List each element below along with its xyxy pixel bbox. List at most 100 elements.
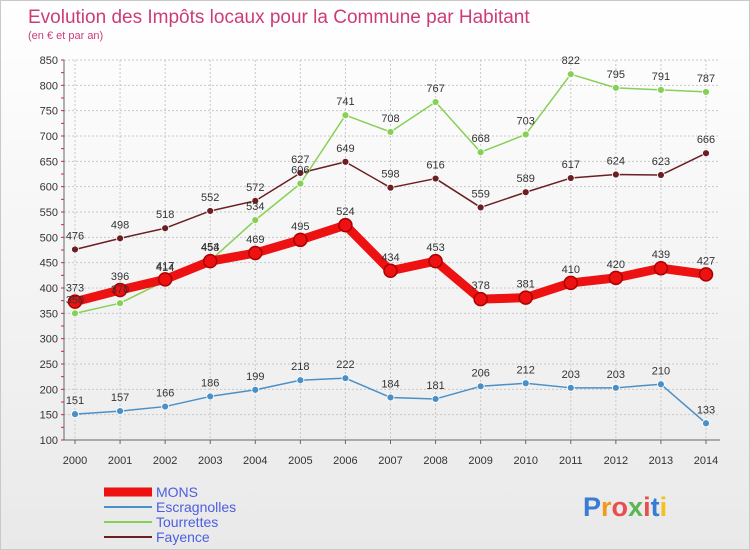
- data-point-escragnolles: [566, 383, 575, 392]
- data-point-fayence: [296, 169, 305, 177]
- x-tick-label: 2010: [513, 455, 537, 467]
- data-point-mons: [653, 260, 669, 276]
- data-point-escragnolles: [161, 402, 170, 411]
- data-point-mons: [293, 232, 308, 248]
- data-label-fayence: 627: [291, 154, 309, 166]
- legend-label-tourrettes: Tourrettes: [156, 514, 218, 530]
- y-tick-label: 800: [40, 80, 58, 92]
- data-label-tourrettes: 350: [66, 294, 84, 306]
- x-tick-label: 2002: [153, 455, 177, 467]
- data-label-fayence: 624: [607, 156, 625, 168]
- data-point-escragnolles: [206, 392, 215, 401]
- data-point-tourrettes: [566, 70, 575, 79]
- x-tick-label: 2014: [694, 455, 718, 467]
- data-label-mons: 439: [652, 249, 670, 261]
- x-tick-label: 2005: [288, 455, 312, 467]
- axes: [61, 59, 720, 444]
- data-label-mons: 420: [607, 259, 625, 271]
- y-tick-label: 100: [40, 435, 58, 447]
- data-label-tourrettes: 370: [111, 284, 129, 296]
- data-point-escragnolles: [296, 376, 305, 385]
- data-label-fayence: 617: [562, 159, 580, 171]
- data-label-mons: 396: [111, 271, 129, 283]
- data-point-fayence: [341, 157, 350, 166]
- data-label-escragnolles: 218: [291, 361, 309, 373]
- data-label-fayence: 649: [336, 143, 354, 155]
- data-label-tourrettes: 791: [652, 71, 670, 83]
- data-label-tourrettes: 708: [381, 113, 399, 125]
- data-point-fayence: [386, 183, 395, 192]
- data-label-tourrettes: 822: [562, 55, 580, 67]
- data-label-tourrettes: 534: [246, 201, 264, 213]
- data-point-fayence: [71, 245, 79, 254]
- data-point-escragnolles: [116, 407, 124, 416]
- data-label-fayence: 589: [517, 173, 535, 185]
- data-label-mons: 381: [517, 279, 535, 291]
- y-tick-label: 350: [40, 308, 58, 320]
- data-label-escragnolles: 222: [336, 359, 354, 371]
- logo-letter: t: [651, 492, 660, 522]
- data-point-escragnolles: [521, 379, 530, 388]
- x-tick-label: 2003: [198, 455, 222, 467]
- proxiti-logo: Proxiti: [583, 492, 667, 522]
- data-point-tourrettes: [702, 88, 710, 96]
- y-axis-ticks: 100 150 200 250 300 350 400 450 500 550 600 650 700 7…: [40, 55, 58, 447]
- data-point-tourrettes: [386, 128, 395, 136]
- data-label-mons: 524: [336, 206, 354, 218]
- data-label-tourrettes: 668: [471, 133, 489, 145]
- data-point-escragnolles: [476, 382, 485, 391]
- data-point-fayence: [476, 203, 485, 212]
- data-point-tourrettes: [657, 85, 665, 94]
- data-label-escragnolles: 184: [381, 378, 399, 390]
- logo-letter: i: [660, 492, 668, 522]
- y-tick-label: 450: [40, 258, 58, 270]
- data-label-escragnolles: 212: [517, 364, 535, 376]
- data-label-escragnolles: 203: [562, 369, 580, 381]
- data-point-fayence: [702, 149, 710, 158]
- data-label-mons: 434: [381, 252, 399, 264]
- data-label-fayence: 552: [201, 192, 219, 204]
- data-label-escragnolles: 133: [697, 404, 715, 416]
- x-tick-label: 2006: [333, 455, 357, 467]
- data-point-mons: [563, 275, 579, 291]
- data-point-tourrettes: [251, 216, 260, 225]
- y-tick-label: 600: [40, 182, 58, 194]
- x-tick-label: 2009: [468, 455, 492, 467]
- y-tick-label: 400: [40, 283, 58, 295]
- logo-letter: o: [612, 492, 629, 522]
- x-tick-label: 2008: [423, 455, 447, 467]
- data-point-escragnolles: [657, 380, 665, 389]
- gridlines: [64, 59, 720, 441]
- data-point-escragnolles: [611, 383, 620, 392]
- data-labels: 476 498 518 552 572 627 649 598 616 559 589 617 624 6…: [66, 55, 715, 416]
- x-tick-label: 2001: [108, 455, 132, 467]
- legend-label-mons: MONS: [156, 484, 198, 500]
- data-label-mons: 495: [291, 221, 309, 233]
- x-tick-label: 2012: [604, 455, 628, 467]
- legend-label-escragnolles: Escragnolles: [156, 499, 236, 515]
- data-point-escragnolles: [251, 385, 260, 394]
- data-label-escragnolles: 186: [201, 377, 219, 389]
- data-label-fayence: 616: [426, 160, 444, 172]
- data-label-escragnolles: 210: [652, 365, 670, 377]
- data-point-fayence: [611, 170, 620, 179]
- data-point-fayence: [657, 171, 665, 179]
- chart-subtitle: (en € et par an): [28, 30, 103, 42]
- data-point-fayence: [431, 174, 440, 183]
- data-point-fayence: [251, 196, 260, 205]
- data-label-fayence: 518: [156, 209, 174, 221]
- data-label-mons: 427: [697, 255, 715, 267]
- data-label-fayence: 498: [111, 219, 129, 231]
- data-point-escragnolles: [71, 410, 79, 419]
- data-point-escragnolles: [386, 393, 395, 402]
- data-label-escragnolles: 166: [156, 388, 174, 400]
- data-point-tourrettes: [431, 98, 440, 106]
- data-label-tourrettes: 414: [156, 262, 174, 274]
- data-label-mons: 453: [426, 242, 444, 254]
- data-point-tourrettes: [116, 299, 124, 308]
- data-label-escragnolles: 151: [66, 395, 84, 407]
- x-tick-label: 2000: [63, 455, 87, 467]
- data-label-mons: 469: [246, 234, 264, 246]
- y-tick-label: 250: [40, 359, 58, 371]
